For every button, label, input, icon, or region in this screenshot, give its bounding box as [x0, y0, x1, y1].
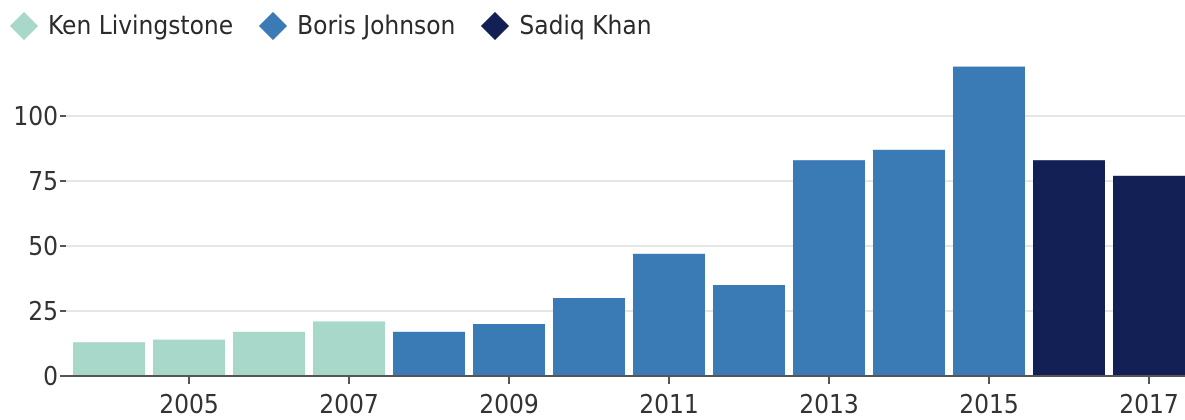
- bar-2006: [233, 331, 305, 376]
- bar-2011: [633, 253, 705, 376]
- x-tick-label: 2005: [159, 390, 219, 420]
- bar-2010: [553, 298, 625, 376]
- bar-2009: [473, 324, 545, 376]
- axes: 0 25 50 75 100 2005 2007 2009 2011 2013 2015 2017: [13, 102, 1185, 420]
- bar-2005: [153, 339, 225, 376]
- x-tick-label: 2007: [319, 390, 379, 420]
- y-tick-label: 25: [28, 297, 58, 327]
- legend-item-sadiq-khan: Sadiq Khan: [481, 11, 652, 41]
- y-tick-label: 50: [28, 232, 58, 262]
- y-tick-label: 75: [28, 167, 58, 197]
- bar-2015: [953, 66, 1025, 376]
- x-tick-label: 2017: [1119, 390, 1179, 420]
- legend-label: Ken Livingstone: [48, 11, 234, 41]
- bar-2017: [1113, 175, 1185, 376]
- x-tick-label: 2015: [959, 390, 1019, 420]
- bar-2014: [873, 149, 945, 376]
- y-tick-label: 0: [43, 362, 58, 392]
- legend-item-ken-livingstone: Ken Livingstone: [9, 11, 234, 41]
- x-tick-label: 2009: [479, 390, 539, 420]
- bar-2012: [713, 285, 785, 376]
- bar-2016: [1033, 160, 1105, 376]
- legend-label: Boris Johnson: [297, 11, 456, 41]
- x-tick-label: 2013: [799, 390, 859, 420]
- bar-2007: [313, 321, 385, 376]
- y-tick-label: 100: [13, 102, 58, 132]
- bars: [73, 66, 1185, 376]
- bar-2008: [393, 331, 465, 376]
- bar-2013: [793, 160, 865, 376]
- legend-label: Sadiq Khan: [519, 11, 652, 41]
- legend-item-boris-johnson: Boris Johnson: [258, 11, 456, 41]
- bar-2004: [73, 342, 145, 376]
- chart-legend: Ken Livingstone Boris Johnson Sadiq Khan: [9, 6, 678, 46]
- x-tick-label: 2011: [639, 390, 699, 420]
